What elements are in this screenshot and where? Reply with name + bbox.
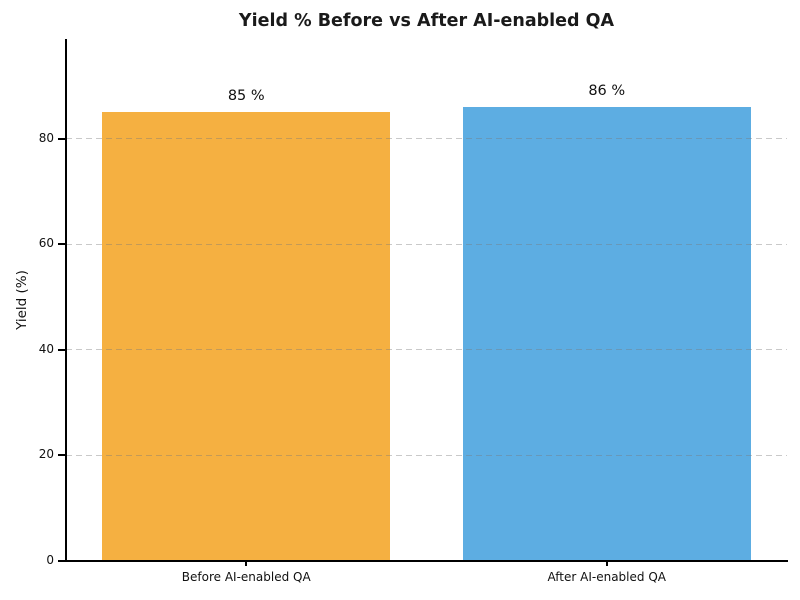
y-axis-line <box>65 39 67 562</box>
gridline-y20 <box>66 454 787 456</box>
y-tick-mark <box>58 243 66 246</box>
x-tick-mark <box>245 561 248 566</box>
y-tick-mark <box>58 560 66 562</box>
plot-area: 85 % Before AI-enabled QA 86 % After AI-ena… <box>39 39 788 584</box>
gridline-y40 <box>66 349 787 351</box>
y-tick-label: 0 <box>46 553 54 567</box>
x-tick-mark <box>605 561 608 566</box>
x-category-label: After AI-enabled QA <box>547 570 666 584</box>
chart-title: Yield % Before vs After AI-enabled QA <box>238 11 615 31</box>
x-category-label: Before AI-enabled QA <box>181 570 311 584</box>
y-tick-mark <box>58 348 66 351</box>
gridline-y80 <box>66 138 787 140</box>
y-tick-label: 60 <box>38 236 54 251</box>
bar-1 <box>462 107 751 561</box>
bar-0 <box>102 112 391 561</box>
bar-value-label: 86 % <box>588 83 626 100</box>
gridline-y60 <box>66 243 787 245</box>
bar-value-label: 85 % <box>227 88 265 105</box>
x-axis-line <box>64 560 788 562</box>
y-tick-label: 80 <box>38 130 54 145</box>
y-tick-mark <box>58 454 66 457</box>
y-tick-label: 20 <box>38 447 54 462</box>
y-axis-label: Yield (%) <box>14 270 30 330</box>
y-tick-label: 40 <box>38 341 54 356</box>
y-tick-mark <box>58 137 66 140</box>
